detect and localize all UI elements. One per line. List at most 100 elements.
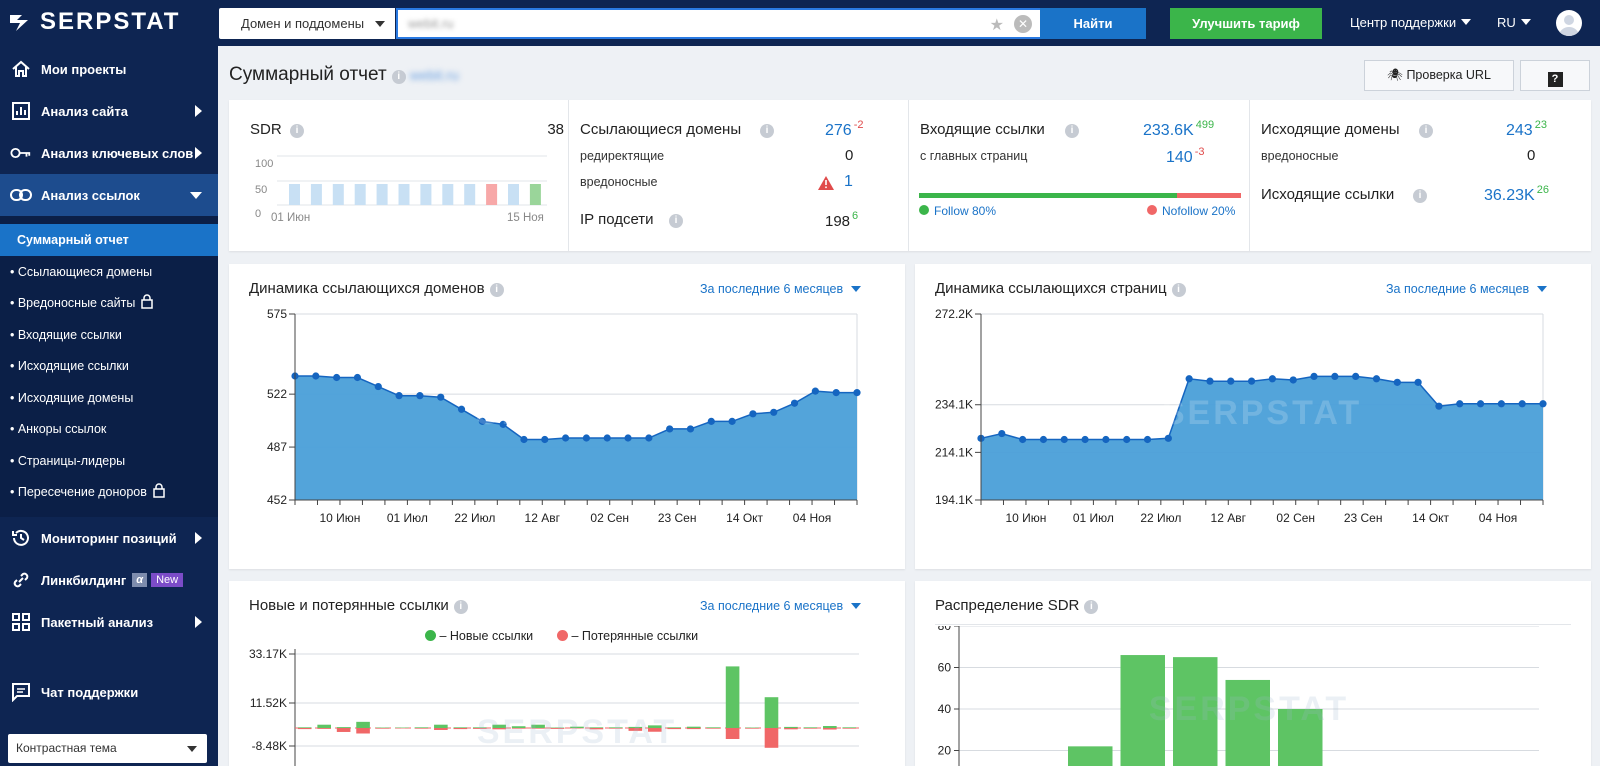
clear-icon[interactable]: ✕: [1014, 15, 1032, 33]
y-tick-label: 20: [938, 744, 952, 758]
nav-rank-tracking[interactable]: Мониторинг позиций: [0, 517, 218, 559]
info-icon[interactable]: i: [1084, 600, 1099, 614]
data-point: [645, 434, 653, 442]
new-links-bar: [589, 727, 604, 728]
sub-outgoing-links[interactable]: • Исходящие ссылки: [0, 351, 218, 383]
sdr-distribution-bar: [1120, 655, 1165, 766]
lost-links-bar: [647, 728, 662, 732]
nav-label: Мои проекты: [41, 61, 127, 77]
data-point: [541, 435, 549, 444]
y-tick-label: 234.1K: [935, 398, 973, 412]
chart-title-text: Динамика ссылающихся доменов: [249, 280, 485, 297]
sub-donor-intersection[interactable]: • Пересечение доноров: [0, 477, 218, 509]
out-domains-delta: 23: [1534, 119, 1547, 131]
legend-new[interactable]: – Новые ссылки: [425, 629, 533, 643]
serpstat-logo-icon: [10, 15, 28, 31]
lost-links-bar: [434, 728, 448, 730]
ref-domains-label: Ссылающиеся домены: [580, 121, 742, 138]
sub-outgoing-domains[interactable]: • Исходящие домены: [0, 382, 218, 414]
legend-dot-red: [557, 630, 568, 641]
logo[interactable]: SERPSTAT: [0, 0, 218, 44]
nav-link-analysis[interactable]: Анализ ссылок: [0, 174, 218, 216]
in-links-value[interactable]: 233.6K: [1143, 122, 1194, 139]
x-tick-label: 04 Ноя: [793, 511, 832, 525]
page-title: Суммарный отчет i webit.ru: [229, 64, 459, 86]
avatar[interactable]: [1556, 10, 1582, 36]
nav-my-projects[interactable]: Мои проекты: [0, 48, 218, 90]
info-icon[interactable]: i: [760, 124, 774, 138]
follow-label: Follow 80%: [934, 204, 997, 218]
main-pages-value[interactable]: 140: [1166, 149, 1193, 166]
chevron-right-icon: [195, 105, 202, 117]
legend-lost[interactable]: – Потерянные ссылки: [557, 629, 698, 643]
data-point: [1414, 378, 1422, 386]
star-icon[interactable]: ★: [989, 17, 1004, 34]
info-icon[interactable]: i: [391, 70, 406, 84]
data-point: [437, 393, 445, 401]
support-center-menu[interactable]: Центр поддержки: [1350, 15, 1472, 30]
sub-summary-report[interactable]: Суммарный отчет: [0, 224, 218, 256]
y-tick-label: 11.52K: [250, 696, 287, 710]
ref-domains-delta: -2: [853, 119, 864, 131]
check-url-button[interactable]: 🕷 Проверка URL: [1364, 60, 1514, 91]
sdr-mini-bar: [529, 184, 541, 205]
nav-support-chat[interactable]: Чат поддержки: [0, 671, 218, 713]
nav-label: Анализ ссылок: [41, 187, 140, 203]
info-icon[interactable]: i: [489, 283, 504, 297]
data-point: [561, 434, 570, 442]
language-menu[interactable]: RU: [1497, 15, 1531, 30]
sub-malicious-sites[interactable]: • Вредоносные сайты: [0, 288, 218, 320]
out-malicious-value: 0: [1527, 147, 1536, 164]
sdr-mini-bar: [398, 184, 410, 205]
new-links-bar: [531, 724, 545, 728]
search-input[interactable]: [408, 16, 948, 31]
info-icon[interactable]: i: [453, 600, 468, 614]
help-button[interactable]: ?: [1520, 60, 1590, 91]
info-icon[interactable]: i: [669, 214, 683, 228]
lost-links-bar: [686, 728, 701, 730]
new-links-bar: [472, 727, 487, 728]
data-point: [1352, 372, 1360, 380]
theme-select[interactable]: Контрастная тема: [8, 734, 207, 763]
nav-linkbuilding[interactable]: Линкбилдинг α New: [0, 559, 218, 601]
sub-referring-domains[interactable]: • Ссылающиеся домены: [0, 256, 218, 288]
period-dropdown[interactable]: За последние 6 месяцев: [1386, 282, 1548, 296]
sub-label: • Страницы-лидеры: [10, 453, 126, 468]
redirect-label: редиректящие: [580, 149, 665, 163]
data-point: [395, 392, 403, 400]
sub-incoming-links[interactable]: • Входящие ссылки: [0, 319, 218, 351]
sub-anchors[interactable]: • Анкоры ссылок: [0, 414, 218, 446]
malicious-value[interactable]: 1: [844, 173, 853, 190]
info-icon[interactable]: i: [1413, 189, 1427, 203]
link-analysis-submenu: Суммарный отчет • Ссылающиеся домены • В…: [0, 216, 218, 517]
data-point: [1476, 400, 1485, 408]
info-icon[interactable]: i: [1065, 124, 1079, 138]
out-domains-value[interactable]: 243: [1506, 122, 1533, 139]
info-icon[interactable]: i: [1171, 283, 1186, 297]
period-dropdown[interactable]: За последние 6 месяцев: [700, 599, 862, 613]
data-point: [374, 382, 382, 391]
nav-batch-analysis[interactable]: Пакетный анализ: [0, 601, 218, 643]
search-type-dropdown[interactable]: Домен и поддомены: [219, 8, 395, 39]
outgoing-block: Исходящие домены i 243 23 вредоносные 0 И…: [1250, 100, 1591, 251]
info-icon[interactable]: i: [1419, 124, 1433, 138]
find-button[interactable]: Найти: [1040, 8, 1146, 39]
nav-keyword-analysis[interactable]: Анализ ключевых слов: [0, 132, 218, 174]
nav-site-analysis[interactable]: Анализ сайта: [0, 90, 218, 132]
info-icon[interactable]: i: [290, 124, 304, 138]
upgrade-button[interactable]: Улучшить тариф: [1170, 8, 1322, 39]
lost-links-bar: [492, 728, 507, 730]
data-point: [1372, 375, 1381, 383]
sdr-distribution-bar: [1068, 746, 1113, 766]
chart-title-divider: [935, 624, 1571, 625]
chevron-right-icon: [195, 147, 202, 159]
period-dropdown[interactable]: За последние 6 месяцев: [700, 282, 862, 296]
new-links-bar: [725, 666, 740, 728]
sdr-date-start: 01 Июн: [271, 212, 311, 224]
out-links-value[interactable]: 36.23K: [1484, 187, 1535, 204]
lost-links-bar: [784, 728, 798, 730]
page-domain[interactable]: webit.ru: [409, 67, 459, 83]
ref-domains-value[interactable]: 276: [825, 122, 852, 139]
sub-top-pages[interactable]: • Страницы-лидеры: [0, 445, 218, 477]
in-links-value-wrap: 233.6K 499: [1143, 119, 1214, 140]
